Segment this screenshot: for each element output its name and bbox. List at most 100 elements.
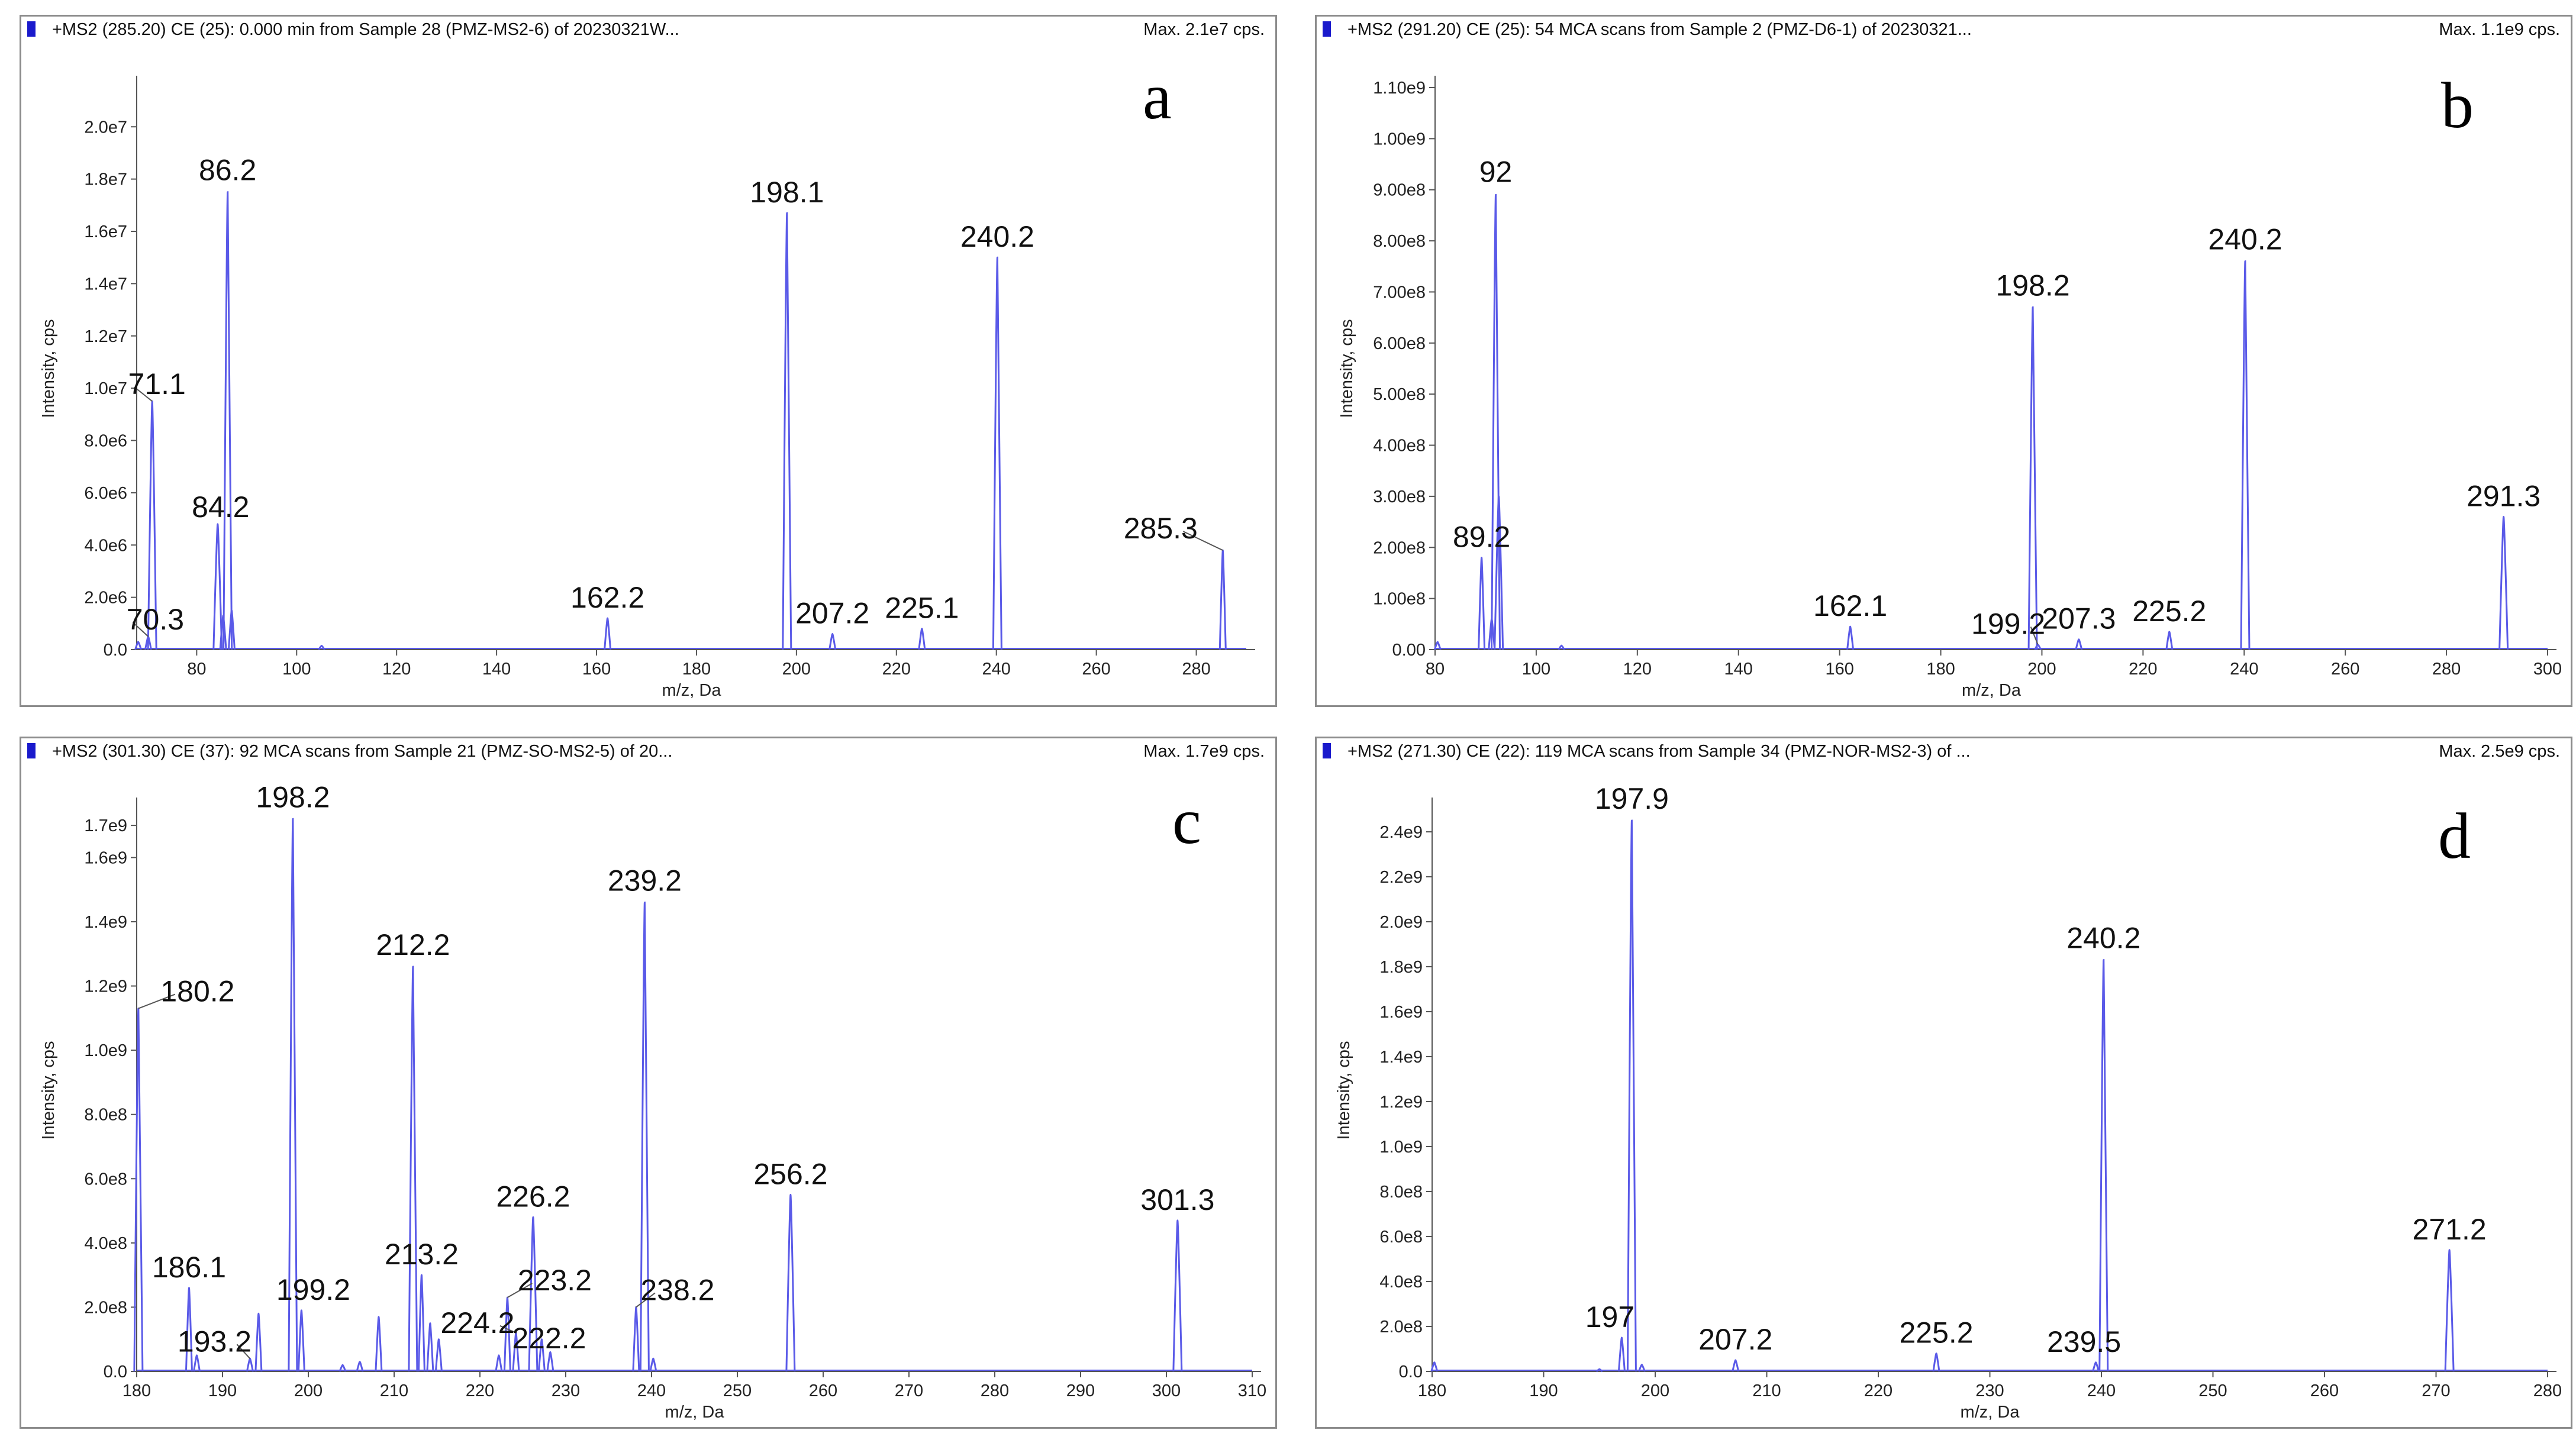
peak-label: 256.2 (753, 1157, 827, 1190)
x-tick-label: 210 (1752, 1381, 1781, 1400)
y-tick-label: 0.0 (1399, 1363, 1423, 1381)
x-tick-label: 140 (1724, 660, 1753, 679)
peak-label: 199.2 (276, 1273, 350, 1306)
spectrum-peak (254, 1312, 263, 1372)
y-tick-label: 1.6e9 (1379, 1003, 1423, 1022)
spectrum-peak (1846, 625, 1855, 650)
spectrum-peak (212, 523, 223, 650)
sample-marker-icon (27, 21, 36, 37)
spectrum-peak (426, 1322, 434, 1372)
x-tick-label: 200 (782, 660, 811, 679)
x-tick-label: 80 (1426, 660, 1445, 679)
spectrum-peak (1732, 1359, 1740, 1372)
y-tick-label: 2.4e9 (1379, 823, 1423, 842)
peak-label: 197.9 (1595, 782, 1669, 815)
x-tick-label: 240 (2230, 660, 2258, 679)
x-tick-label: 280 (1182, 660, 1210, 679)
x-tick-label: 190 (1529, 1381, 1558, 1400)
spectrum-peak (356, 1361, 364, 1372)
peak-label: 224.2 (440, 1306, 514, 1339)
y-tick-label: 1.10e9 (1373, 79, 1426, 98)
peak-label: 198.2 (1996, 269, 2070, 302)
peak-label: 193.2 (178, 1325, 252, 1358)
y-tick-label: 6.0e6 (84, 484, 127, 503)
x-tick-label: 310 (1238, 1381, 1266, 1400)
x-tick-label: 280 (981, 1381, 1009, 1400)
spectrum-peak (785, 1193, 796, 1372)
x-tick-label: 180 (1926, 660, 1955, 679)
spectrum-peak (246, 1357, 254, 1372)
peak-leader-line (1182, 531, 1223, 551)
spectrum-panel-d: +MS2 (271.30) CE (22): 119 MCA scans fro… (1315, 737, 2572, 1429)
peak-label: 212.2 (376, 928, 450, 961)
y-tick-label: 1.0e7 (84, 379, 127, 398)
peak-label: 225.1 (885, 592, 959, 625)
spectrum-peak (1478, 557, 1486, 650)
spectrum-peak (288, 818, 298, 1372)
spectrum-peak (1626, 819, 1637, 1372)
spectrum-peak (1430, 1361, 1439, 1372)
y-tick-label: 1.00e8 (1373, 590, 1426, 609)
spectrum-peak (512, 1332, 520, 1372)
y-tick-label: 8.0e6 (84, 432, 127, 451)
y-tick-label: 1.2e9 (84, 977, 127, 996)
peak-label: 207.3 (2042, 602, 2116, 635)
spectrum-peak (375, 1316, 383, 1372)
x-tick-label: 260 (2310, 1381, 2339, 1400)
peak-label: 213.2 (385, 1238, 459, 1271)
spectrum-peak (297, 1309, 305, 1372)
peak-label: 240.2 (2208, 223, 2282, 256)
peak-leader-line (2030, 626, 2039, 645)
x-tick-label: 100 (1522, 660, 1550, 679)
y-tick-label: 1.2e9 (1379, 1093, 1423, 1112)
x-tick-label: 180 (682, 660, 711, 679)
y-tick-label: 2.0e7 (84, 118, 127, 137)
spectrum-peak (503, 1296, 511, 1372)
spectrum-peak (193, 1354, 201, 1372)
x-tick-label: 160 (582, 660, 611, 679)
spectrum-peak (604, 617, 612, 650)
spectrum-chart: 0.00 1.00e8 2.00e8 3.00e8 4.00e8 5.00e8 6.00e8… (1337, 76, 2562, 700)
x-tick-label: 210 (380, 1381, 408, 1400)
spectrum-peak (223, 191, 233, 650)
spectrum-peak (649, 1357, 657, 1372)
peak-label: 240.2 (960, 220, 1034, 253)
max-intensity: Max. 1.7e9 cps. (1143, 742, 1265, 761)
y-tick-label: 6.00e8 (1373, 334, 1426, 353)
x-tick-label: 260 (809, 1381, 837, 1400)
y-tick-label: 7.00e8 (1373, 283, 1426, 302)
x-tick-label: 180 (1418, 1381, 1446, 1400)
panel-header: +MS2 (285.20) CE (25): 0.000 min from Sa… (21, 17, 1275, 41)
x-axis-title: m/z, Da (1962, 681, 2022, 700)
y-tick-label: 0.0 (104, 1363, 127, 1381)
spectrum-peak (408, 966, 418, 1372)
max-intensity: Max. 2.5e9 cps. (2439, 742, 2560, 761)
peak-label: 225.2 (1899, 1316, 1973, 1350)
y-tick-label: 0.0 (104, 641, 127, 660)
x-tick-label: 160 (1825, 660, 1853, 679)
x-tick-label: 300 (2533, 660, 2562, 679)
y-tick-label: 4.0e6 (84, 536, 127, 555)
max-intensity: Max. 1.1e9 cps. (2439, 20, 2560, 39)
y-tick-label: 2.0e6 (84, 589, 127, 608)
spectrum-peak (318, 644, 325, 650)
spectrum-peak (133, 1008, 144, 1372)
peak-label: 92 (1479, 155, 1513, 188)
peak-label: 198.2 (256, 780, 330, 813)
peak-label: 89.2 (1453, 521, 1510, 554)
x-tick-label: 270 (895, 1381, 923, 1400)
x-tick-label: 120 (1623, 660, 1652, 679)
y-tick-label: 4.00e8 (1373, 437, 1426, 456)
x-tick-label: 230 (552, 1381, 580, 1400)
x-tick-label: 120 (382, 660, 411, 679)
peak-label: 225.2 (2132, 595, 2206, 628)
y-tick-label: 4.0e8 (1379, 1273, 1423, 1292)
spectrum-peak (2092, 1361, 2100, 1372)
panel-header: +MS2 (271.30) CE (22): 119 MCA scans fro… (1317, 738, 2571, 763)
y-tick-label: 1.6e9 (84, 848, 127, 867)
peak-label: 285.3 (1124, 512, 1198, 545)
y-tick-label: 1.8e7 (84, 170, 127, 189)
spectrum-chart: 0.0 2.0e6 4.0e6 6.0e6 8.0e6 1.0e7 1.2e7 1.4e7 1.… (39, 76, 1255, 700)
spectrum-peak (2498, 515, 2509, 650)
x-tick-label: 300 (1152, 1381, 1181, 1400)
